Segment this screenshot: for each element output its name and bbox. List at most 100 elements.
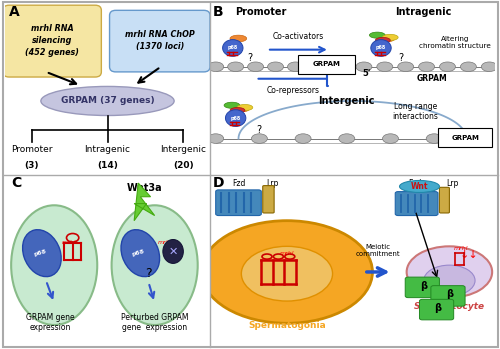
Ellipse shape	[400, 180, 440, 192]
Text: p68: p68	[376, 45, 386, 51]
Text: ↓↓: ↓↓	[460, 250, 478, 260]
Circle shape	[228, 62, 244, 72]
Ellipse shape	[233, 105, 250, 112]
Text: Intragenic: Intragenic	[396, 7, 452, 17]
Text: Altering
chromatin structure: Altering chromatin structure	[419, 36, 491, 49]
Circle shape	[356, 62, 372, 72]
Text: Perturbed GRPAM
gene  expression: Perturbed GRPAM gene expression	[121, 313, 188, 332]
Circle shape	[440, 62, 456, 72]
Text: Fzd: Fzd	[408, 179, 422, 188]
Circle shape	[242, 246, 332, 301]
Ellipse shape	[378, 35, 395, 42]
Ellipse shape	[41, 87, 174, 116]
Text: Meiotic
commitment: Meiotic commitment	[356, 244, 401, 257]
Circle shape	[339, 134, 355, 143]
FancyBboxPatch shape	[298, 55, 356, 74]
Circle shape	[252, 134, 268, 143]
Text: Intragenic: Intragenic	[84, 146, 130, 154]
Circle shape	[268, 62, 283, 72]
Circle shape	[288, 62, 304, 72]
Circle shape	[418, 62, 434, 72]
Ellipse shape	[230, 107, 245, 113]
FancyBboxPatch shape	[395, 192, 438, 216]
Text: Co-repressors: Co-repressors	[266, 86, 319, 95]
Ellipse shape	[121, 230, 160, 277]
Circle shape	[382, 134, 398, 143]
FancyBboxPatch shape	[216, 190, 262, 216]
FancyBboxPatch shape	[110, 10, 210, 72]
Circle shape	[424, 265, 475, 296]
Text: β: β	[420, 281, 428, 291]
Ellipse shape	[230, 35, 246, 42]
Text: mrhl: mrhl	[62, 240, 76, 245]
Circle shape	[460, 62, 476, 72]
Ellipse shape	[112, 205, 198, 325]
Text: ?: ?	[398, 53, 404, 63]
Ellipse shape	[237, 104, 253, 111]
Text: (14): (14)	[97, 161, 118, 170]
Text: A: A	[9, 5, 20, 19]
Polygon shape	[134, 183, 154, 221]
Ellipse shape	[163, 239, 184, 263]
Ellipse shape	[226, 110, 246, 126]
Circle shape	[248, 62, 264, 72]
Text: mrhl RNA ChOP
(1370 loci): mrhl RNA ChOP (1370 loci)	[125, 30, 194, 51]
Text: Promoter: Promoter	[11, 146, 52, 154]
Circle shape	[208, 62, 224, 72]
Circle shape	[470, 134, 486, 143]
Circle shape	[426, 134, 442, 143]
Text: GRPAM: GRPAM	[451, 135, 479, 141]
Text: ?: ?	[145, 267, 152, 280]
Ellipse shape	[224, 102, 240, 108]
Text: β: β	[434, 303, 442, 313]
Text: Long range
interactions: Long range interactions	[392, 102, 438, 121]
Text: Wnt: Wnt	[410, 182, 428, 191]
Text: p68: p68	[33, 249, 47, 257]
FancyBboxPatch shape	[438, 128, 492, 147]
Text: p68: p68	[132, 249, 145, 257]
Text: Wnt3a: Wnt3a	[126, 183, 162, 193]
Circle shape	[208, 134, 224, 143]
Circle shape	[295, 134, 311, 143]
FancyBboxPatch shape	[405, 277, 440, 298]
FancyBboxPatch shape	[262, 186, 274, 213]
Text: Intergenic: Intergenic	[318, 96, 375, 106]
Text: GRPAM gene
expression: GRPAM gene expression	[26, 313, 74, 332]
Text: 5': 5'	[362, 69, 371, 78]
Text: C: C	[11, 176, 22, 190]
Ellipse shape	[370, 32, 385, 38]
Ellipse shape	[376, 37, 390, 43]
Text: GRPAM: GRPAM	[417, 74, 448, 83]
Text: (3): (3)	[24, 161, 39, 170]
Text: B: B	[213, 5, 224, 19]
Text: GRPAM: GRPAM	[313, 61, 341, 67]
Text: Spermatocyte: Spermatocyte	[414, 302, 485, 311]
Circle shape	[202, 221, 372, 323]
Text: β: β	[446, 289, 453, 299]
Circle shape	[308, 62, 324, 72]
Text: mrhl: mrhl	[158, 240, 172, 245]
Ellipse shape	[371, 40, 391, 56]
Text: p68: p68	[228, 45, 238, 51]
Circle shape	[328, 62, 344, 72]
Circle shape	[398, 62, 413, 72]
Text: Promoter: Promoter	[236, 7, 287, 17]
Circle shape	[406, 246, 492, 298]
Circle shape	[482, 62, 498, 72]
Text: ✕: ✕	[168, 246, 178, 257]
Text: Fzd: Fzd	[232, 179, 245, 188]
Text: (20): (20)	[173, 161, 194, 170]
Text: Lrp: Lrp	[446, 179, 458, 188]
FancyBboxPatch shape	[440, 187, 450, 213]
Ellipse shape	[22, 230, 61, 277]
Text: GRPAM (37 genes): GRPAM (37 genes)	[60, 96, 154, 105]
Text: Lrp: Lrp	[266, 179, 279, 188]
Text: Co-activators: Co-activators	[272, 32, 324, 41]
Text: mrhl: mrhl	[454, 246, 468, 251]
Text: p68: p68	[230, 116, 241, 120]
Text: ?: ?	[256, 125, 261, 135]
Text: D: D	[213, 176, 224, 190]
Text: ?: ?	[248, 53, 252, 63]
Circle shape	[377, 62, 393, 72]
Text: Spermatogonia: Spermatogonia	[248, 321, 326, 330]
